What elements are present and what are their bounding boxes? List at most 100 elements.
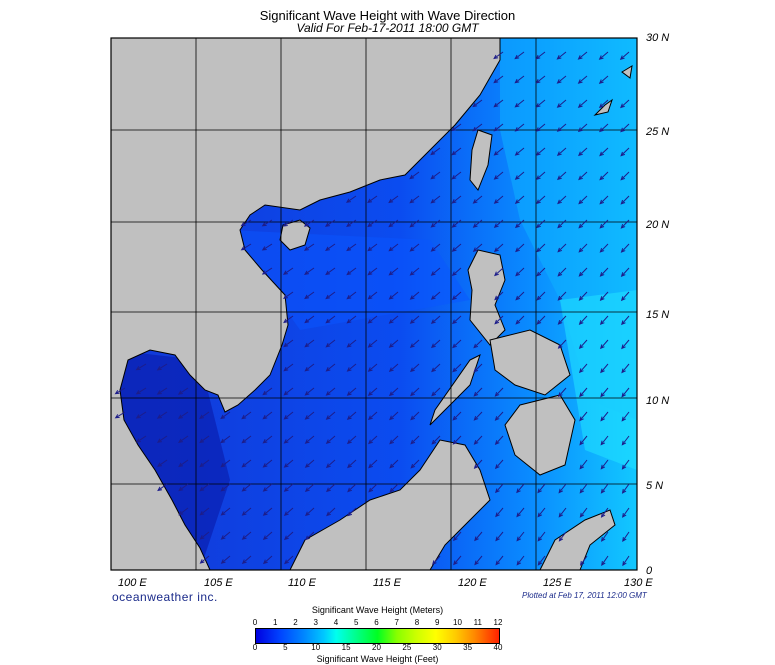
wave-arrow <box>156 411 168 419</box>
wave-arrow <box>452 411 462 421</box>
wave-arrow <box>493 243 504 253</box>
wave-arrow <box>494 315 504 325</box>
wave-arrow <box>621 435 630 446</box>
wave-arrow <box>558 507 567 518</box>
wave-arrow <box>304 291 315 300</box>
wave-arrow <box>514 195 525 205</box>
wave-arrow <box>304 363 315 372</box>
wave-arrow <box>515 243 525 253</box>
wave-arrow <box>199 411 210 419</box>
wave-arrow <box>622 555 630 567</box>
wave-arrow <box>304 411 315 420</box>
wave-arrow <box>347 507 357 517</box>
wave-arrow <box>620 267 630 277</box>
wave-arrow <box>346 315 357 324</box>
wave-arrow <box>199 507 210 516</box>
wave-arrow <box>514 147 525 156</box>
wave-arrow <box>388 315 399 324</box>
wave-arrow <box>135 435 147 443</box>
wave-arrow <box>409 339 420 349</box>
wave-arrow <box>347 459 357 469</box>
wave-arrow <box>240 243 252 251</box>
lon-label: 130 E <box>624 577 653 589</box>
wave-arrow <box>557 315 567 325</box>
wave-arrow <box>537 483 546 494</box>
wave-arrow <box>494 459 504 470</box>
colorbar-tick: 9 <box>435 618 440 627</box>
wave-arrow <box>304 483 315 493</box>
lon-label: 120 E <box>458 577 487 589</box>
wave-arrow <box>537 531 546 542</box>
lat-label: 5 N <box>646 480 664 492</box>
wave-arrow <box>474 531 483 542</box>
wave-arrow <box>345 195 357 203</box>
wave-arrow <box>283 483 294 492</box>
wave-arrow <box>324 219 336 227</box>
wave-arrow <box>241 483 252 492</box>
wave-arrow <box>600 435 609 446</box>
wave-arrow <box>535 99 546 108</box>
wave-arrow <box>135 363 147 371</box>
wave-arrow <box>409 291 420 300</box>
wave-arrow <box>262 435 273 444</box>
wave-arrow <box>409 171 420 180</box>
wave-arrow <box>621 483 630 494</box>
wave-arrow <box>579 483 588 494</box>
wave-arrow <box>578 171 588 181</box>
wave-arrow <box>346 387 357 396</box>
wave-arrow <box>473 411 483 421</box>
wave-arrow <box>516 555 525 566</box>
wave-arrow <box>535 75 546 84</box>
wave-arrow <box>601 555 609 567</box>
lon-label: 115 E <box>373 577 401 589</box>
wave-arrow <box>600 531 609 542</box>
wave-arrow <box>431 363 441 373</box>
wave-arrow <box>600 387 609 398</box>
wave-arrow <box>388 339 399 348</box>
wave-arrow <box>598 99 609 109</box>
wave-arrow <box>346 411 357 420</box>
wave-arrow <box>347 483 357 493</box>
wave-arrow <box>577 123 588 133</box>
wave-arrow <box>495 483 504 494</box>
wave-arrow <box>620 99 630 109</box>
map-title: Significant Wave Height with Wave Direct… <box>259 8 516 23</box>
wave-arrow <box>220 483 231 492</box>
wave-arrow <box>304 459 315 468</box>
wave-arrow <box>514 219 525 229</box>
wave-arrow <box>409 363 420 373</box>
wave-arrow <box>177 387 189 395</box>
wave-arrow <box>599 195 609 205</box>
wave-arrow <box>599 147 609 157</box>
lon-label: 100 E <box>118 577 147 589</box>
wave-arrow <box>346 363 357 372</box>
wave-arrow <box>556 75 567 84</box>
wave-arrow <box>156 387 168 395</box>
wave-arrow <box>599 243 609 253</box>
wave-arrow <box>178 435 189 443</box>
wave-arrow <box>409 219 420 228</box>
wave-arrow <box>389 411 399 421</box>
wave-arrow <box>472 123 483 132</box>
wave-arrow <box>430 219 441 228</box>
wave-arrow <box>535 195 546 205</box>
wave-arrow <box>325 315 336 324</box>
map-frame <box>110 37 638 571</box>
wave-arrow <box>536 291 546 301</box>
lat-label: 0 <box>646 565 653 577</box>
wave-arrow <box>261 219 273 227</box>
wave-arrow <box>515 315 525 325</box>
wave-arrow <box>262 507 273 516</box>
colorbar-title-feet: Significant Wave Height (Feet) <box>316 654 439 664</box>
colorbar-feet-ticks: 0 5 10 15 20 25 30 35 40 <box>253 643 503 653</box>
wave-arrow <box>557 243 567 253</box>
wave-arrow <box>431 339 441 349</box>
wave-arrow <box>304 339 315 348</box>
wave-arrow <box>516 507 525 518</box>
wave-direction-arrows <box>114 51 630 567</box>
wave-arrow <box>177 411 189 419</box>
wave-arrow <box>367 291 378 300</box>
colorbar-tick: 5 <box>283 643 288 652</box>
wave-arrow <box>599 123 609 133</box>
